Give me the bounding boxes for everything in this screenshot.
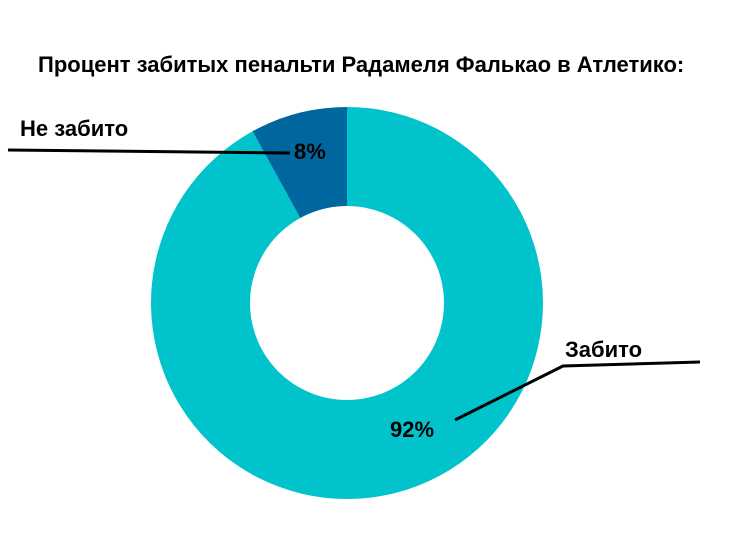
labels-group: Забито 92% Не забито 8% — [7, 116, 701, 442]
slice-label-missed: Не забито — [20, 116, 128, 141]
leader-line-missed — [7, 148, 291, 155]
slice-value-scored: 92% — [390, 417, 434, 442]
chart-title: Процент забитых пенальти Радамеля Фалька… — [38, 52, 685, 77]
donut-hole — [250, 206, 444, 400]
slice-label-scored: Забито — [565, 337, 642, 362]
leader-line-scored — [454, 360, 701, 422]
slice-value-missed: 8% — [294, 139, 326, 164]
